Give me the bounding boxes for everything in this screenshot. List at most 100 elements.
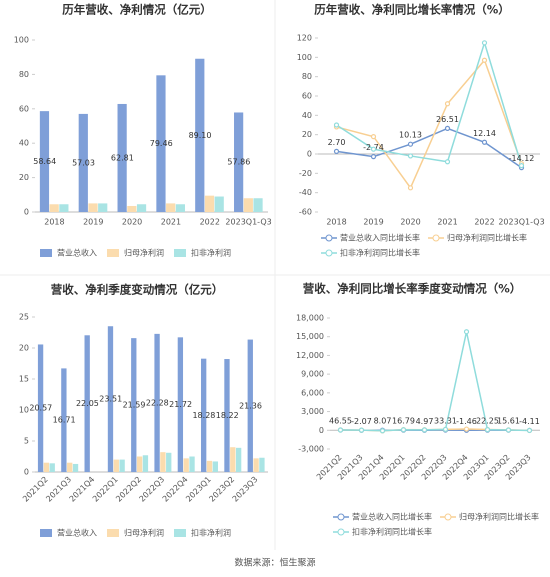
x-tick-label: 2021 xyxy=(437,218,457,227)
data-label: 33.31 xyxy=(434,417,457,426)
x-tick-label: 2018 xyxy=(44,218,64,227)
point xyxy=(481,139,488,145)
bar xyxy=(235,447,242,472)
bar xyxy=(39,111,50,212)
point xyxy=(337,427,344,433)
legend-label: 扣非净利润 xyxy=(191,528,231,538)
legend-label: 扣非净利润 xyxy=(191,248,231,258)
legend-label: 归母净利润同比增长率 xyxy=(447,233,527,243)
point xyxy=(407,185,414,191)
legend-swatch xyxy=(337,513,345,521)
legend-swatch xyxy=(444,513,452,521)
y-tick-label: 60 xyxy=(302,92,312,101)
bar xyxy=(166,452,172,472)
bar xyxy=(67,462,73,472)
data-label: 23.51 xyxy=(99,395,122,404)
y-tick-label: -40 xyxy=(299,188,312,197)
bar xyxy=(117,103,127,212)
bar xyxy=(166,203,176,212)
point xyxy=(407,153,414,159)
x-tick-label: 2021 xyxy=(161,218,181,227)
legend-swatch xyxy=(337,528,345,536)
bar xyxy=(259,457,265,472)
legend-swatch xyxy=(174,529,186,537)
point xyxy=(379,428,386,434)
legend-label: 归母净利润 xyxy=(124,248,164,258)
data-label: 15.61 xyxy=(497,417,520,426)
y-tick-label: 0 xyxy=(307,150,312,159)
bar xyxy=(214,196,224,212)
y-tick-label: 10 xyxy=(19,406,29,415)
point xyxy=(370,146,377,152)
bar xyxy=(43,462,50,472)
y-tick-label: -20 xyxy=(299,169,312,178)
legend-swatch xyxy=(432,234,440,242)
legend-swatch xyxy=(40,529,52,537)
legend-label: 扣非净利润同比增长率 xyxy=(352,527,432,537)
data-label: 62.81 xyxy=(111,153,134,162)
legend-swatch xyxy=(40,249,52,257)
bar xyxy=(78,113,88,212)
x-tick-label: 2019 xyxy=(363,218,383,227)
bar xyxy=(136,456,143,472)
y-tick-label: -60 xyxy=(299,208,312,217)
y-tick-label: 15 xyxy=(19,375,29,384)
point xyxy=(463,329,470,335)
legend-label: 营业总收入同比增长率 xyxy=(352,512,432,522)
data-label: 57.86 xyxy=(227,158,250,167)
y-tick-label: 0 xyxy=(24,208,29,217)
bar xyxy=(230,447,236,472)
line xyxy=(336,58,523,190)
x-tick-label: 2020 xyxy=(122,218,142,227)
y-tick-label: 0 xyxy=(24,468,29,477)
data-label: -1.46 xyxy=(456,417,477,426)
legend-label: 营业总收入 xyxy=(57,248,97,258)
y-tick-label: 5 xyxy=(24,437,29,446)
bar xyxy=(113,459,119,472)
bar xyxy=(243,198,253,212)
line xyxy=(340,331,530,432)
y-tick-label: 80 xyxy=(19,70,29,79)
bar xyxy=(247,339,253,472)
y-tick-label: 3,000 xyxy=(301,407,324,416)
bar xyxy=(175,204,185,212)
data-label: 21.72 xyxy=(169,400,192,409)
legend-swatch xyxy=(107,529,119,537)
point xyxy=(505,427,512,433)
data-label: 16.79 xyxy=(392,417,415,426)
y-tick-label: 80 xyxy=(302,72,312,81)
data-label: 2.70 xyxy=(328,138,346,147)
point xyxy=(333,148,340,154)
bar xyxy=(253,458,259,472)
data-label: 20.57 xyxy=(29,404,52,413)
data-label: 16.71 xyxy=(53,416,76,425)
y-tick-label: 0 xyxy=(319,426,324,435)
data-label: 21.36 xyxy=(239,401,262,410)
bar xyxy=(49,463,55,472)
legend-label: 归母净利润 xyxy=(124,528,164,538)
data-label: 46.55 xyxy=(329,416,352,425)
y-tick-label: 18,000 xyxy=(296,314,324,323)
legend-swatch xyxy=(325,234,333,242)
bar xyxy=(154,333,160,472)
bar xyxy=(98,203,108,212)
legend-swatch xyxy=(107,249,119,257)
legend-label: 归母净利润同比增长率 xyxy=(459,512,539,522)
point xyxy=(407,141,414,147)
bar xyxy=(127,205,137,212)
data-label: 18.22 xyxy=(216,411,239,420)
bar xyxy=(119,459,125,472)
bar xyxy=(201,358,207,472)
y-tick-label: 40 xyxy=(302,111,312,120)
bar xyxy=(136,204,147,212)
x-tick-label: 2022 xyxy=(200,218,220,227)
x-tick-label: 2019 xyxy=(83,218,103,227)
data-label: 26.51 xyxy=(436,115,459,124)
bar xyxy=(206,460,213,472)
bar xyxy=(131,338,137,472)
data-label: 4.97 xyxy=(416,417,434,426)
point xyxy=(481,40,488,46)
point xyxy=(481,57,488,63)
point xyxy=(463,426,470,432)
